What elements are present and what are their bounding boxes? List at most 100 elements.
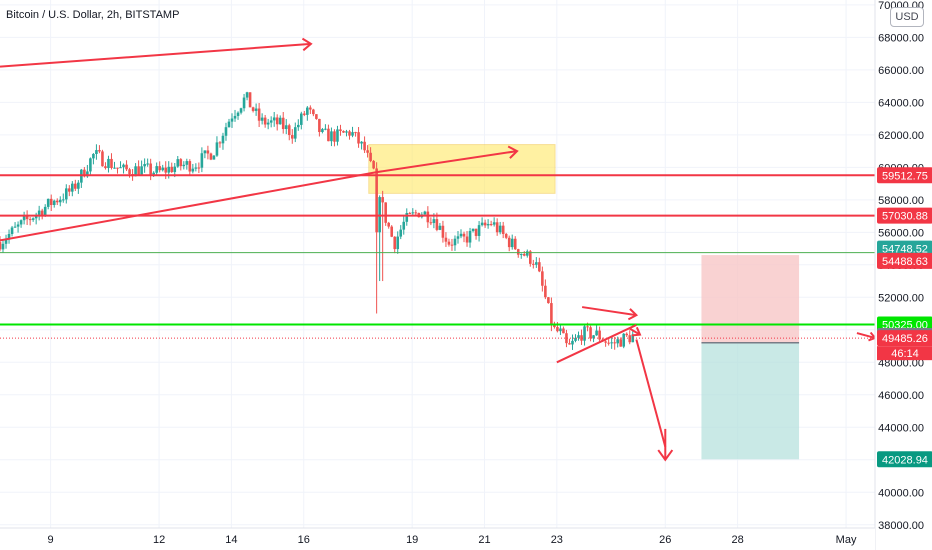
price-axis-background <box>875 0 932 550</box>
candle-body <box>260 117 264 121</box>
candle-body <box>423 211 427 215</box>
price-label-text: 59512.75 <box>882 170 928 182</box>
candle-body <box>296 124 300 128</box>
candle-body <box>598 330 601 340</box>
candle-body <box>489 224 493 226</box>
candle-body <box>95 150 98 154</box>
price-label-box <box>877 167 932 184</box>
symbol-title[interactable]: Bitcoin / U.S. Dollar, 2h, BITSTAMP <box>6 9 180 21</box>
candle-body <box>146 163 149 165</box>
candle-body <box>324 128 327 130</box>
candle-body <box>272 117 276 121</box>
candle-body <box>263 117 267 125</box>
candle-body <box>369 152 372 161</box>
candle-body <box>116 167 119 169</box>
candle-body <box>245 92 249 98</box>
price-tick-label: 70000.00 <box>878 0 924 12</box>
candle-body <box>411 212 415 214</box>
currency-button[interactable]: USD <box>890 7 924 27</box>
candle-body <box>462 233 466 237</box>
candle-body <box>402 221 406 230</box>
candle-body <box>507 237 511 248</box>
price-label-text: 42028.94 <box>882 454 928 466</box>
candle-body <box>408 212 412 214</box>
countdown-text: 46:14 <box>891 348 919 360</box>
candle-body <box>58 199 62 203</box>
candle-body <box>522 254 526 256</box>
price-label-59512: 59512.75 <box>877 167 932 184</box>
candle-body <box>7 233 11 240</box>
price-label-text: 57030.88 <box>882 211 928 223</box>
candle-body <box>203 150 207 154</box>
candle-body <box>529 251 532 264</box>
candle-body <box>149 163 152 175</box>
candle-body <box>550 303 553 326</box>
candle-body <box>212 155 216 160</box>
candle-body <box>595 330 598 336</box>
candle-body <box>31 218 35 220</box>
candle-body <box>236 112 240 116</box>
candle-body <box>577 335 580 338</box>
price-label-box <box>877 252 932 269</box>
candle-body <box>366 150 369 153</box>
triangle-upper-arrow <box>581 306 637 317</box>
candle-body <box>278 117 282 125</box>
price-tick-label: 62000.00 <box>878 130 924 142</box>
candle-body <box>360 141 363 144</box>
candle-body <box>110 158 113 168</box>
time-tick-label: 14 <box>225 534 237 546</box>
candle-body <box>275 117 279 125</box>
candle-body <box>194 167 198 169</box>
candle-body <box>559 328 562 332</box>
price-label-text: 49485.26 <box>882 333 928 345</box>
candle-body <box>426 211 430 223</box>
candle-body <box>405 212 409 222</box>
candle-body <box>444 237 448 242</box>
candle-body <box>19 220 23 225</box>
candle-body <box>574 337 577 341</box>
candle-body <box>471 228 475 231</box>
candle-body <box>122 164 125 168</box>
candle-body <box>64 188 68 200</box>
candle-body <box>342 130 345 133</box>
time-tick-label: 28 <box>731 534 743 546</box>
candle-body <box>143 164 146 167</box>
candle-body <box>4 239 8 244</box>
candle-body <box>134 166 137 177</box>
candle-body <box>1 243 5 250</box>
candle-body <box>107 158 110 169</box>
price-label-57030: 57030.88 <box>877 207 932 224</box>
candle-body <box>513 238 517 250</box>
candle-body <box>206 150 210 154</box>
candle-body <box>477 225 481 236</box>
triangle-tip-arrow <box>628 327 641 336</box>
candle-body <box>290 135 294 139</box>
candle-body <box>562 328 565 334</box>
triangle-upper-arrow-head <box>627 308 639 321</box>
candle-body <box>589 327 592 339</box>
candle-body <box>98 150 101 152</box>
candle-body <box>185 161 189 165</box>
candle-body <box>532 263 535 265</box>
candle-body <box>348 131 351 136</box>
candle-body <box>182 164 186 167</box>
candle-body <box>345 131 348 133</box>
candle-body <box>25 216 29 220</box>
candle-body <box>68 188 71 192</box>
candle-body <box>414 212 418 214</box>
price-label-42028: 42028.94 <box>877 451 932 468</box>
candle-body <box>293 127 297 139</box>
time-tick-label: 23 <box>551 534 563 546</box>
price-label-box <box>877 451 932 468</box>
trend-arrow-box <box>375 150 518 174</box>
price-tick-label: 66000.00 <box>878 65 924 77</box>
candle-body <box>336 129 339 142</box>
candle-body <box>140 166 143 175</box>
candle-body <box>468 230 472 243</box>
candle-body <box>474 228 478 236</box>
candle-body <box>40 210 44 216</box>
candle-body <box>0 242 2 250</box>
candle-body <box>339 129 342 131</box>
